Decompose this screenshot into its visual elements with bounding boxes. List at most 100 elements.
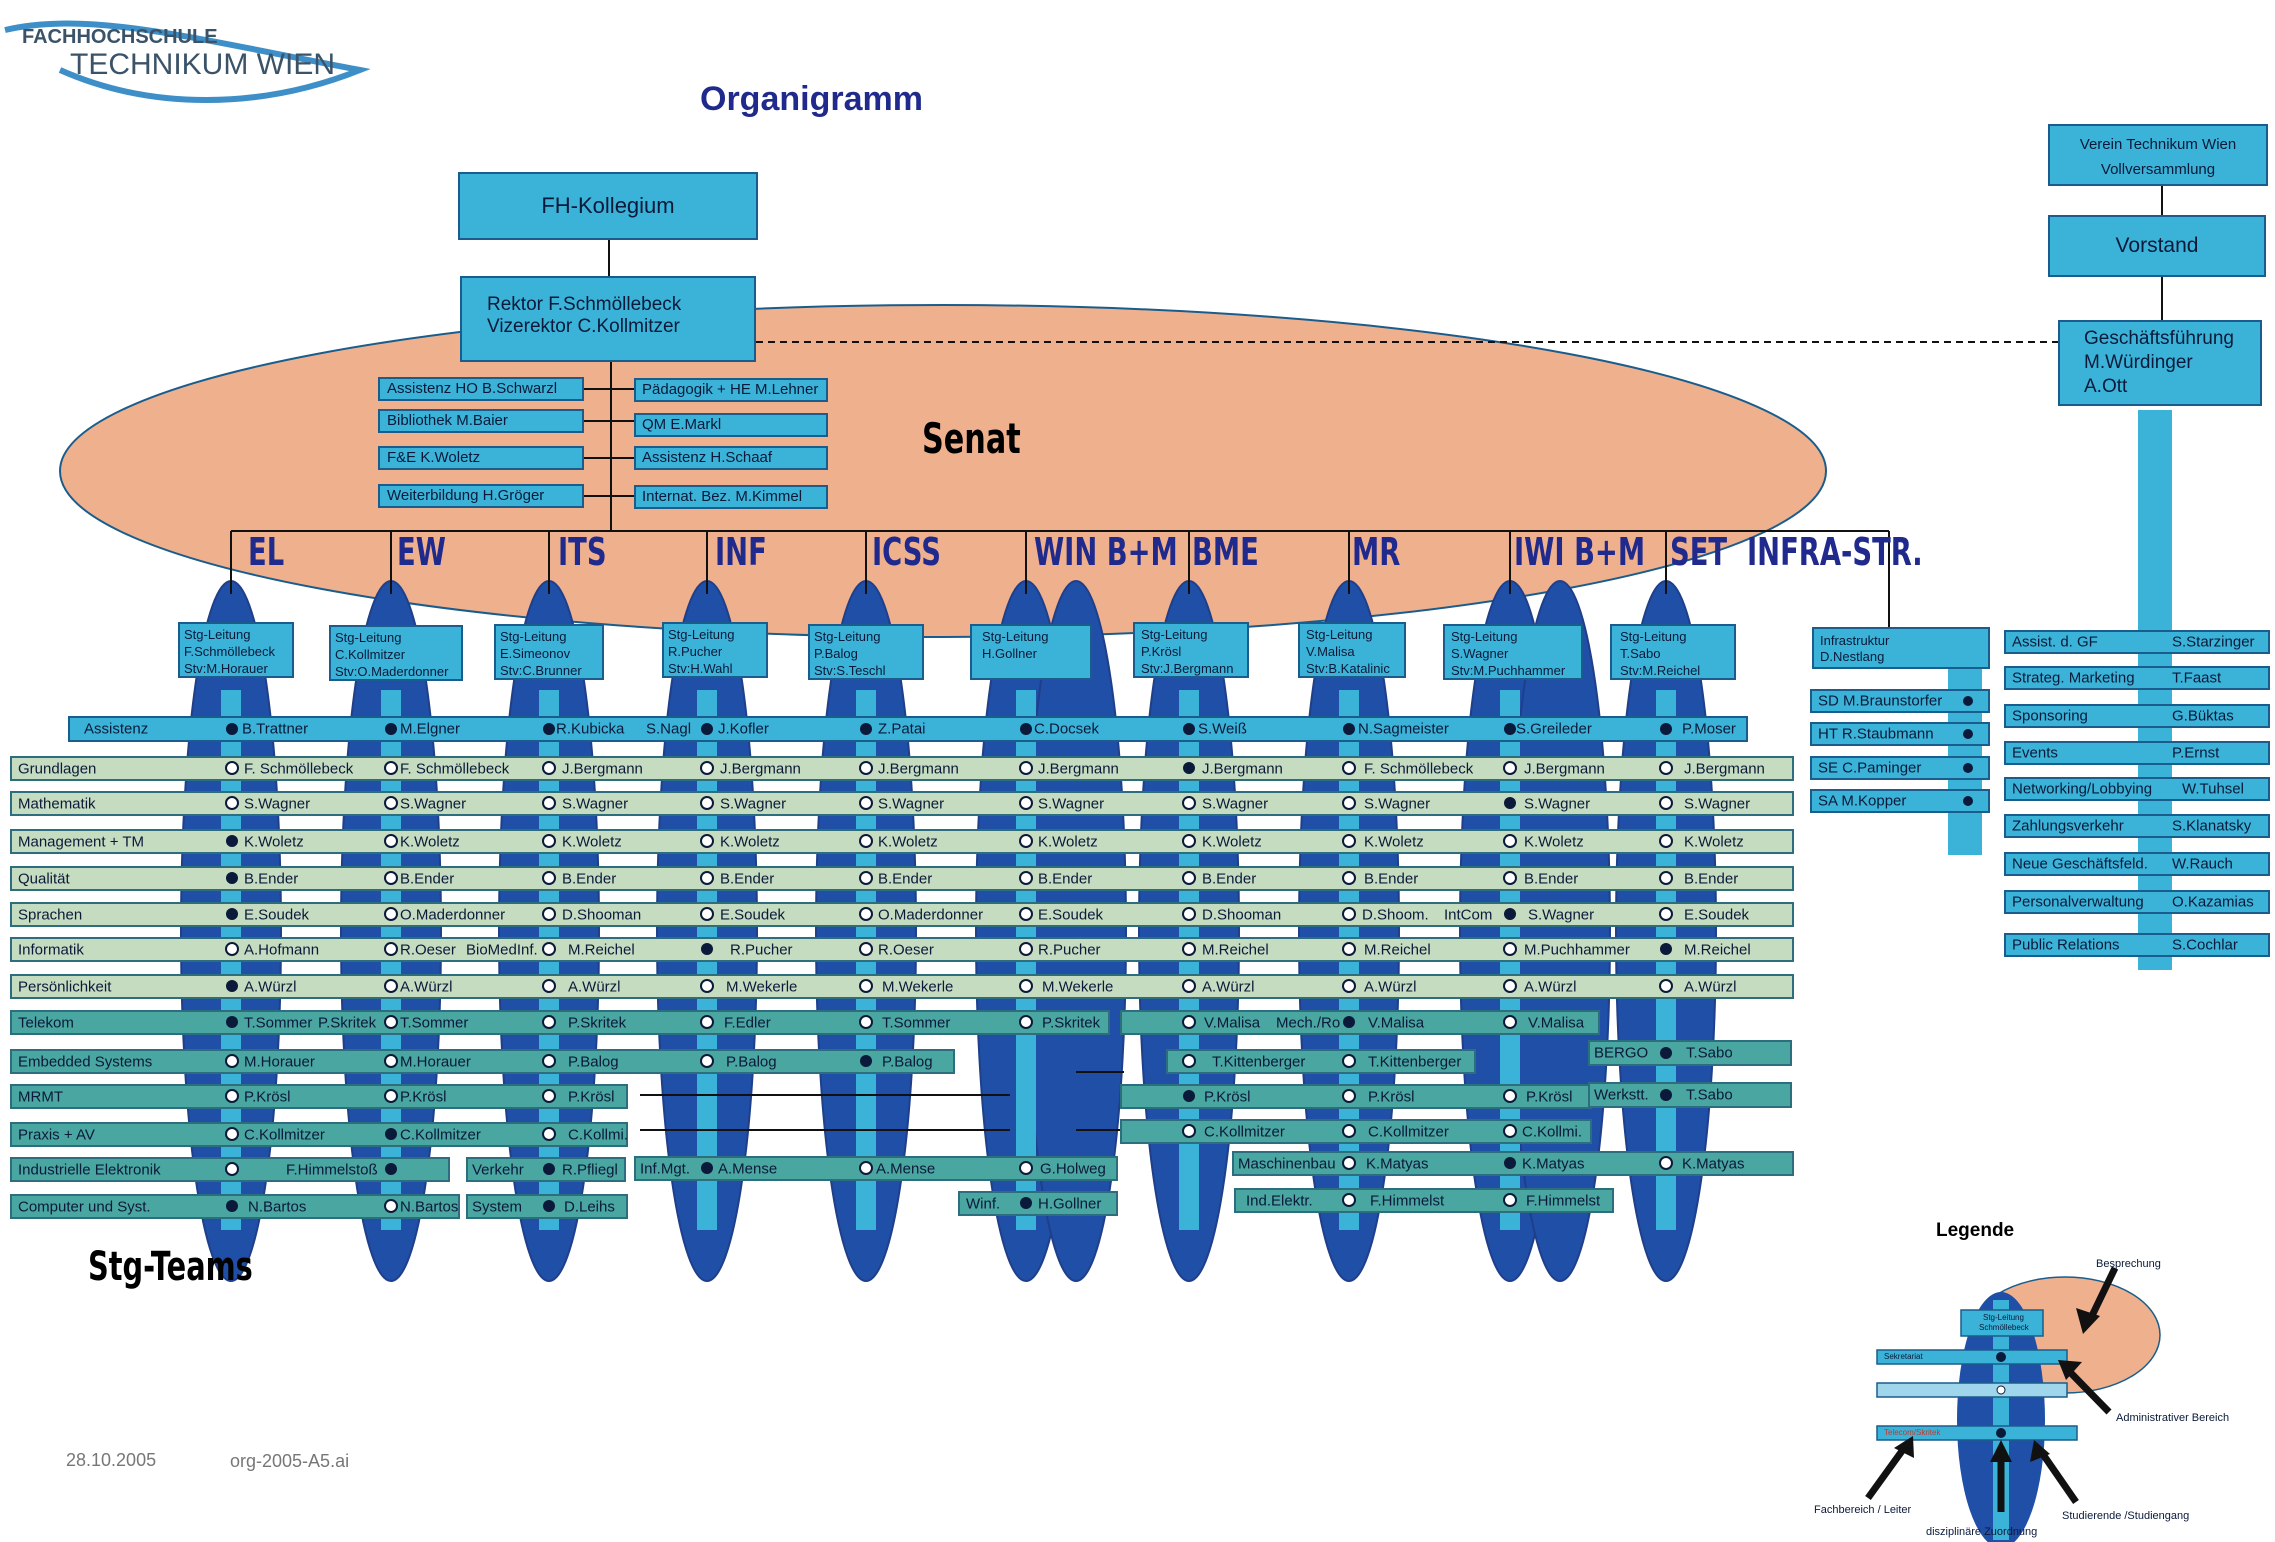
infra-item: HT R.Staubmann [1810,722,1990,746]
cell-name: C.Docsek [1034,720,1100,738]
gf-item-label: Events [2012,744,2058,762]
stg-leitung-title: Stg-Leitung [668,627,735,642]
fachbereich-row-mrmt-right: P.Krösl P.Krösl P.Krösl [1120,1084,1592,1109]
cell-name: D.Shooman [1202,906,1282,923]
program-header-set: SET [1670,530,1728,574]
gf-item-person: S.Cochlar [2172,936,2238,954]
cell-name: S.Greileder [1516,720,1592,738]
gf-item-label: Sponsoring [2012,707,2088,725]
row-extra-label: IntCom [1444,906,1493,923]
cell-name: A.Mense [718,1160,778,1177]
program-header-its: ITS [558,530,607,574]
row-extra-label: BioMedInf. [466,941,538,958]
cell-name: S.Wagner [1684,795,1751,812]
stg-leitung-box: Stg-Leitung T.Sabo Stv:M.Reichel [1610,624,1736,680]
senat-label: Senat [922,414,1021,463]
cell-name: T.Kittenberger [1368,1053,1462,1070]
cell-name: S.Nagl [646,720,692,738]
infra-item-label: SE C.Paminger [1818,759,1922,777]
cell-name: R.Oeser [878,941,934,958]
stg-leitung-title: Stg-Leitung [1620,629,1687,644]
stg-leitung-title: Stg-Leitung [982,629,1049,644]
fh-kollegium-box: FH-Kollegium [458,172,758,240]
gf-item-label: Personalverwaltung [2012,893,2144,911]
cell-name: C.Kollmitzer [400,1126,481,1143]
stg-leitung-deputy: Stv:H.Wahl [668,661,733,676]
cell-name: B.Trattner [242,720,309,738]
row-extra-label: System [472,1198,523,1215]
gf-item: Assist. d. GF S.Starzinger [2004,630,2270,654]
cell-name: C.Kollmitzer [1368,1123,1449,1140]
row-label: Praxis + AV [18,1126,95,1143]
cell-name: P.Skritek [568,1014,627,1031]
cell-name: D.Shooman [562,906,642,923]
cell-name: K.Woletz [720,833,780,850]
cell-name: B.Ender [878,870,933,887]
rektor-box: Rektor F.Schmöllebeck Vizerektor C.Kollm… [460,276,756,362]
legend-besprechung: Besprechung [2096,1258,2161,1270]
program-header-infra: INFRA-STR. [1747,530,1923,574]
cell-name: A.Würzl [400,978,453,995]
gf-item-person: S.Klanatsky [2172,817,2252,835]
cell-name: M.Elgner [400,720,461,738]
stg-leitung-head: F.Schmöllebeck [184,644,276,659]
cell-name: S.Wagner [1038,795,1105,812]
gf-line3: A.Ott [2084,376,2128,397]
cell-name: P.Balog [568,1053,619,1070]
staff-box-left: Bibliothek M.Baier [378,409,584,433]
stg-leitung-box: Stg-Leitung R.Pucher Stv:H.Wahl [662,622,768,678]
indelektr-row: Ind.Elektr. F.Himmelst F.Himmelst [1234,1188,1614,1213]
fachbereich-row-telekom-right: V.Malisa Mech./Ro V.Malisa V.Malisa [1120,1010,1600,1035]
cell-name: J.Bergmann [1524,760,1605,777]
gf-item: Events P.Ernst [2004,741,2270,765]
cell-name: J.Bergmann [562,760,643,777]
gf-item-person: P.Ernst [2172,744,2220,762]
cell-name: S.Wagner [1524,795,1591,812]
stg-leitung-deputy: Stv:C.Brunner [500,663,582,678]
cell-name: M.Wekerle [1042,978,1114,995]
fachbereich-row-informatik: Informatik A.Hofmann R.Oeser BioMedInf. … [10,937,1794,962]
cell-name: J.Bergmann [1684,760,1765,777]
cell-name: M.Horauer [400,1053,471,1070]
cell-name: C.Kollmitzer [1204,1123,1285,1140]
program-header-mr: MR [1352,530,1401,574]
row-label: Computer und Syst. [18,1198,151,1215]
system-box: System D.Leihs [466,1194,628,1219]
staff-box-left: Assistenz HO B.Schwarzl [378,377,584,401]
footer-date: 28.10.2005 [66,1450,157,1470]
row-label: Qualität [18,870,70,887]
stg-leitung-title: Stg-Leitung [500,629,567,644]
fachbereich-row-mrmt: MRMT P.Krösl P.Krösl P.Krösl [10,1084,628,1109]
cell-name: B.Ender [1364,870,1419,887]
cell-name: N.Sagmeister [1358,720,1449,738]
gf-item: Strateg. Marketing T.Faast [2004,666,2270,690]
assistenz-row: Assistenz B.Trattner M.Elgner R.Kubicka … [68,716,1748,742]
gf-item-label: Public Relations [2012,936,2120,954]
program-header-inf: INF [715,530,767,574]
stg-leitung-deputy: Stv:S.Teschl [814,663,886,678]
stg-leitung-deputy: Stv:M.Reichel [1620,663,1701,678]
stg-leitung-head: T.Sabo [1620,646,1661,661]
row-label: Management + TM [18,833,145,850]
cell-name: K.Woletz [400,833,460,850]
cell-name: Z.Patai [878,720,926,738]
cell-name: J.Bergmann [720,760,801,777]
cell-name: G.Holweg [1040,1160,1106,1177]
legend-title: Legende [1936,1220,2015,1241]
program-header-ew: EW [397,530,446,574]
verkehr-box: Verkehr R.Pfliegl [466,1157,626,1182]
stg-leitung-title: Stg-Leitung [814,629,881,644]
stg-leitung-head: P.Krösl [1141,644,1182,659]
cell-name: K.Woletz [1364,833,1424,850]
stg-leitung-deputy: Stv:B.Katalinic [1306,661,1390,676]
cell-name: B.Ender [244,870,299,887]
gf-item-person: T.Faast [2172,669,2222,687]
cell-name: P.Krösl [400,1088,447,1105]
logo-swoosh [4,20,371,103]
cell-name: K.Matyas [1522,1155,1585,1172]
bergo-box: BERGO T.Sabo [1588,1040,1792,1066]
cell-name: B.Ender [1684,870,1739,887]
cell-name: P.Balog [882,1053,933,1070]
cell-name: O.Maderdonner [400,906,506,923]
gf-item-label: Zahlungsverkehr [2012,817,2124,835]
